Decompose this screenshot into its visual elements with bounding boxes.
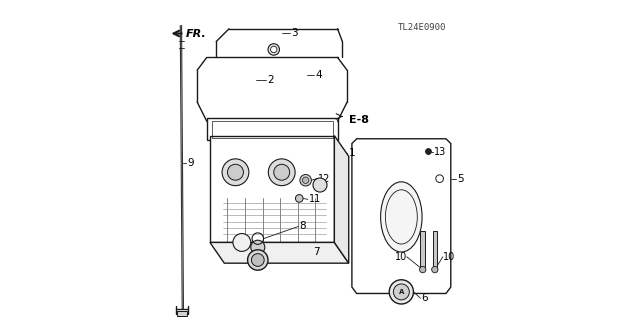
Circle shape <box>248 250 268 270</box>
Text: 9: 9 <box>187 158 194 168</box>
Circle shape <box>268 159 295 186</box>
Text: 2: 2 <box>268 75 274 85</box>
Circle shape <box>251 240 265 254</box>
Text: TL24E0900: TL24E0900 <box>398 23 446 32</box>
Polygon shape <box>334 136 349 263</box>
Polygon shape <box>207 118 337 140</box>
Ellipse shape <box>381 182 422 252</box>
Circle shape <box>233 234 251 251</box>
Text: E-8: E-8 <box>349 115 369 125</box>
Text: 7: 7 <box>313 247 319 257</box>
Text: 4: 4 <box>316 70 322 80</box>
Circle shape <box>268 44 280 55</box>
Circle shape <box>271 46 277 53</box>
Polygon shape <box>210 136 334 242</box>
Bar <box>177 311 187 316</box>
Circle shape <box>222 159 249 186</box>
Polygon shape <box>352 139 451 293</box>
Circle shape <box>431 266 438 273</box>
Circle shape <box>252 254 264 266</box>
Text: FR.: FR. <box>186 29 206 39</box>
Text: 13: 13 <box>434 146 447 157</box>
Text: A: A <box>399 289 404 295</box>
Circle shape <box>227 164 243 180</box>
Circle shape <box>313 178 327 192</box>
Circle shape <box>394 284 410 300</box>
Text: 5: 5 <box>457 174 464 184</box>
Circle shape <box>389 280 413 304</box>
Text: 11: 11 <box>309 194 321 204</box>
Circle shape <box>426 149 431 154</box>
Text: 10: 10 <box>443 252 455 262</box>
Circle shape <box>274 164 290 180</box>
Polygon shape <box>210 242 349 263</box>
Circle shape <box>303 177 309 183</box>
Circle shape <box>296 195 303 202</box>
Text: 8: 8 <box>300 221 306 232</box>
Circle shape <box>436 175 444 182</box>
Text: 3: 3 <box>291 28 298 39</box>
Circle shape <box>300 174 312 186</box>
Bar <box>420 231 425 270</box>
Circle shape <box>420 266 426 273</box>
Text: 12: 12 <box>318 174 330 184</box>
Text: 1: 1 <box>349 148 355 158</box>
Text: 6: 6 <box>422 293 428 303</box>
Bar <box>433 231 437 270</box>
Text: 10: 10 <box>395 252 407 262</box>
